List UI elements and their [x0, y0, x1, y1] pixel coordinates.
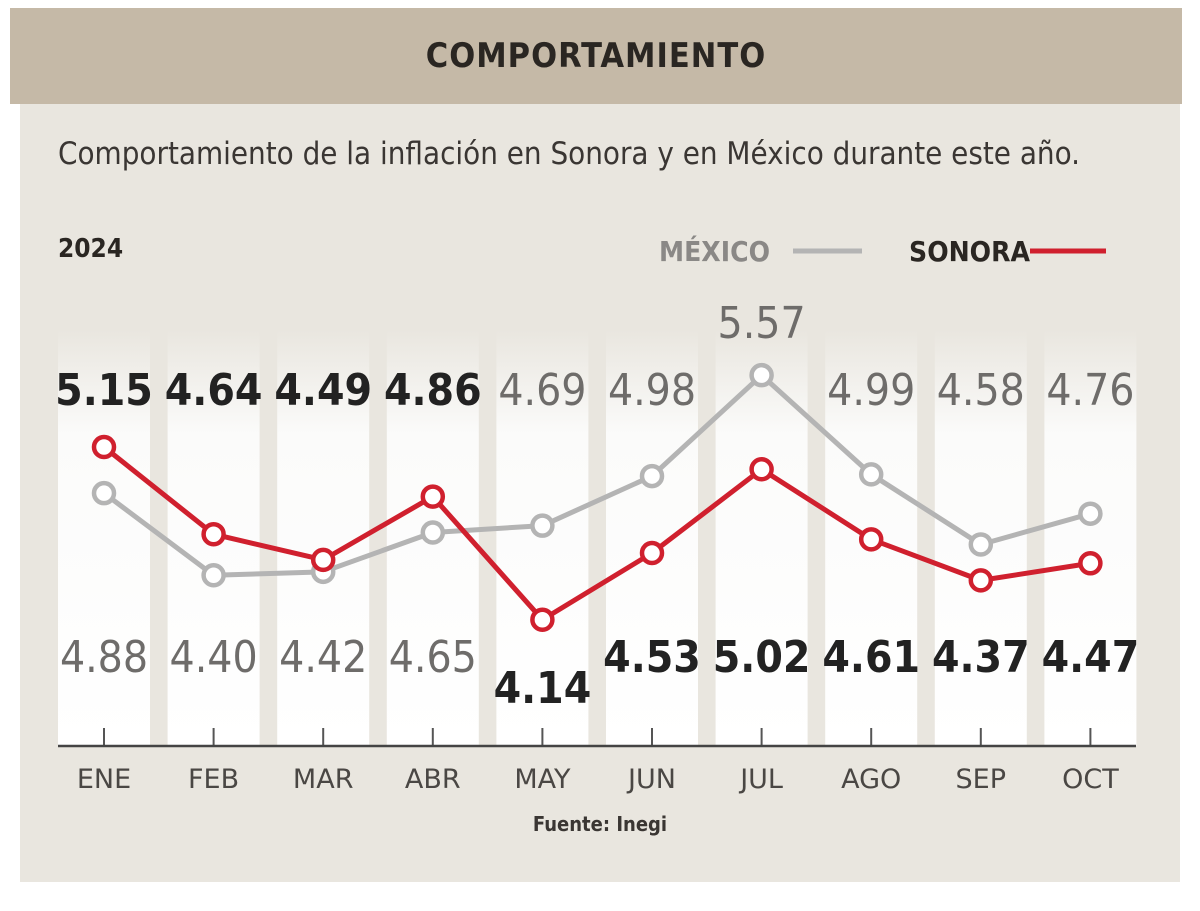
sonora-point: [310, 547, 336, 573]
x-tick-label: JUN: [626, 764, 676, 795]
x-tick-label: ABR: [405, 764, 461, 795]
mexico-point: [91, 480, 117, 506]
sonora-data-label: 4.86: [384, 365, 482, 416]
mexico-data-label: 4.99: [827, 365, 915, 416]
column-band: [496, 330, 589, 746]
sonora-point: [1078, 551, 1103, 576]
mexico-data-label: 4.42: [279, 632, 367, 683]
chart-title: COMPORTAMIENTO: [425, 36, 767, 76]
sonora-data-label: 4.37: [932, 632, 1030, 683]
x-tick-label: ENE: [77, 764, 131, 795]
x-tick-label: AGO: [841, 764, 901, 795]
legend-mexico-label: MÉXICO: [659, 234, 770, 268]
mexico-point: [420, 520, 446, 545]
sonora-data-label: 4.53: [603, 632, 701, 683]
mexico-point: [968, 532, 994, 557]
sonora-point: [858, 527, 884, 552]
sonora-line: [102, 445, 1091, 623]
x-tick-label: MAR: [293, 764, 354, 795]
source-note: Fuente: Inegi: [532, 812, 668, 836]
sonora-data-label: 4.49: [274, 365, 372, 416]
legend-sonora-label: SONORA: [909, 235, 1030, 268]
mexico-point: [749, 362, 774, 388]
sonora-data-label: 4.47: [1042, 632, 1140, 683]
column-band: [715, 330, 808, 746]
sonora-point: [420, 484, 446, 509]
mexico-point: [1078, 501, 1103, 526]
mexico-point: [858, 462, 884, 487]
mexico-data-label: 4.65: [389, 632, 477, 683]
mexico-data-label: 4.76: [1046, 365, 1134, 416]
column-band: [1044, 330, 1137, 746]
mexico-data-label: 4.40: [170, 632, 258, 683]
mexico-data-label: 5.57: [718, 298, 806, 349]
mexico-data-label: 4.58: [937, 365, 1025, 416]
mexico-data-label: 4.69: [498, 365, 586, 416]
chart-subtitle: Comportamiento de la inflación en Sonora…: [58, 136, 1080, 172]
sonora-data-label: 4.64: [165, 365, 263, 416]
mexico-data-label: 4.88: [60, 632, 148, 683]
header-bar: COMPORTAMIENTO: [10, 8, 1182, 104]
x-tick-label: SEP: [956, 764, 1006, 795]
column-band: [606, 330, 698, 746]
sonora-point: [201, 521, 226, 547]
sonora-point: [639, 540, 665, 566]
sonora-data-label: 5.15: [55, 365, 153, 416]
mexico-point: [201, 563, 226, 588]
column-band: [277, 330, 370, 746]
sonora-data-label: 4.14: [494, 663, 592, 714]
x-tick-label: JUL: [738, 764, 783, 795]
sonora-data-label: 5.02: [713, 632, 811, 683]
x-tick-label: OCT: [1062, 764, 1119, 795]
column-band: [58, 330, 150, 746]
year-label: 2024: [58, 234, 124, 264]
x-tick-label: FEB: [188, 764, 239, 795]
mexico-data-label: 4.98: [608, 365, 696, 416]
sonora-point: [968, 568, 994, 593]
sonora-point: [749, 456, 774, 482]
sonora-point: [91, 434, 117, 460]
x-tick-label: MAY: [514, 764, 571, 795]
mexico-line: [102, 372, 1092, 578]
mexico-point: [639, 463, 665, 489]
sonora-data-label: 4.61: [822, 632, 920, 683]
sonora-point: [530, 607, 555, 632]
mexico-point: [530, 513, 555, 538]
